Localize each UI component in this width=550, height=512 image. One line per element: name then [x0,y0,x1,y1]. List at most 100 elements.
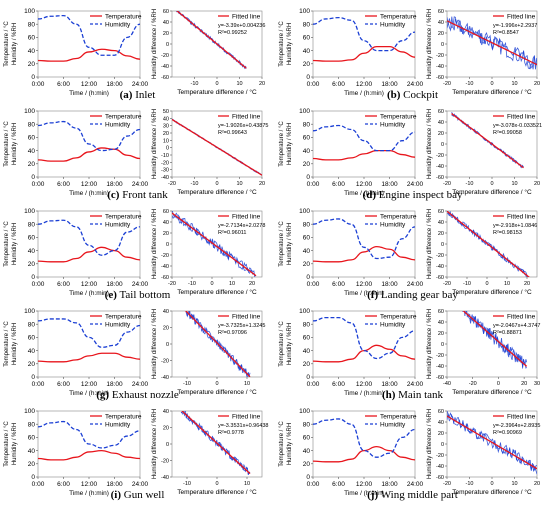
x-axis-label: Time / (h:min) [344,190,384,197]
y-tick-label: 0 [306,74,310,81]
y-axis-label: Humidity / %RH [287,223,293,265]
x-tick-label: -10 [188,281,196,287]
y-axis-label: Temperature / °C [4,121,10,167]
panel-caption: (h) Main tank [275,389,550,401]
y-axis-label: Humidity / %RH [287,23,293,65]
legend-label-temperature: Temperature [105,214,142,221]
y-tick-label: -40 [161,264,169,270]
scatter-points [180,411,251,475]
y-axis-label: Humidity difference / %RH [152,9,158,79]
fit-r-squared: R²=0.9778 [218,430,244,436]
panel-letter: (f) [367,289,379,301]
x-tick-label: 10 [236,81,242,87]
x-axis-label: Temperature difference / °C [177,388,257,396]
legend-label-fit: Fitted line [232,114,261,121]
y-tick-label: 40 [303,448,311,455]
y-tick-label: 20 [303,161,311,168]
x-tick-label: 6:00 [57,381,70,388]
panel-caption: (a) Inlet [0,89,275,101]
x-axis-label: Time / (h:min) [69,290,109,297]
x-tick-label: 0:00 [307,481,320,488]
x-tick-label: 6:00 [332,81,345,88]
y-tick-label: 100 [24,408,35,415]
y-tick-label: 100 [24,208,35,215]
x-tick-label: 0 [215,481,218,487]
panel-caption: (b) Cockpit [275,89,550,101]
y-tick-label: 0 [166,42,169,48]
x-tick-label: 20 [534,81,540,87]
y-tick-label: 0 [166,342,169,348]
x-tick-label: 24:00 [132,281,149,288]
scatter-points [462,311,528,369]
y-tick-label: 0 [441,442,444,448]
y-tick-label: 40 [438,220,444,226]
x-axis-label: Time / (h:min) [344,490,384,497]
x-tick-label: -10 [191,81,199,87]
y-tick-label: -20 [436,153,444,159]
y-tick-label: 60 [28,135,36,142]
fit-equation: y=-3.39x+0.004236 [218,23,265,29]
x-tick-label: 18:00 [106,181,123,188]
scatter-points [447,211,530,277]
x-axis-label: Temperature difference / °C [177,488,257,496]
panel-caption: (j) Wing middle part [275,489,550,501]
y-tick-label: 50 [163,109,169,115]
temperature-series-line [312,445,416,463]
x-tick-label: 10 [511,81,517,87]
panel-name: Tail bottom [116,289,171,301]
y-axis-label: Temperature / °C [4,221,10,267]
x-tick-label: 24:00 [407,281,424,288]
x-tick-label: 18:00 [381,181,398,188]
x-tick-label: 0:00 [32,181,45,188]
y-tick-label: 100 [24,108,35,115]
y-tick-label: 60 [303,35,311,42]
x-tick-label: 20 [259,181,265,187]
x-axis-label: Temperature difference / °C [452,88,532,96]
y-tick-label: 0 [166,146,169,152]
y-axis-label: Humidity / %RH [287,323,293,365]
scatter-points [447,16,537,70]
x-tick-label: -10 [191,181,199,187]
legend-label-temperature: Temperature [105,14,142,21]
y-tick-label: 20 [438,31,444,37]
x-axis-label: Time / (h:min) [344,290,384,297]
panel-letter: (i) [110,489,121,501]
y-tick-label: -20 [161,253,169,259]
x-tick-label: 10 [504,281,510,287]
y-tick-label: 0 [441,42,444,48]
y-tick-label: 0 [441,142,444,148]
legend-label-temperature: Temperature [380,114,417,121]
y-tick-label: -40 [436,364,444,370]
time-series-chart: 0 20 40 60 80 100 0:00 6:00 12:00 18:00 24:00 Time … [279,108,424,197]
panel-letter: (e) [104,289,117,301]
y-tick-label: 80 [303,21,311,28]
legend-label-humidity: Humidity [380,222,406,229]
x-tick-label: 6:00 [57,181,70,188]
x-tick-label: 24:00 [407,481,424,488]
x-tick-label: 12:00 [356,381,373,388]
y-axis-label: Humidity difference / %RH [152,209,158,279]
y-axis-label: Temperature / °C [279,21,285,67]
x-tick-label: 12:00 [356,481,373,488]
time-series-chart: 0 20 40 60 80 100 0:00 6:00 12:00 18:00 24:00 Time … [4,208,149,297]
y-axis-label: Humidity difference / %RH [152,109,158,179]
y-tick-label: -40 [161,475,169,481]
panel-letter: (h) [381,389,396,401]
temperature-series-line [37,48,141,62]
y-tick-label: -60 [161,275,169,281]
legend-label-humidity: Humidity [105,22,131,29]
x-tick-label: 18:00 [106,81,123,88]
y-tick-label: -60 [436,475,444,481]
y-tick-label: 20 [28,261,36,268]
panel-name: Exhaust nozzle [109,389,179,401]
panel-name: Wing middle part [378,489,458,501]
fit-r-squared: R²=0.90969 [493,430,522,436]
legend-label-temperature: Temperature [105,314,142,321]
x-tick-label: 12:00 [81,481,98,488]
y-tick-label: 40 [438,20,444,26]
humidity-series-line [312,124,416,152]
